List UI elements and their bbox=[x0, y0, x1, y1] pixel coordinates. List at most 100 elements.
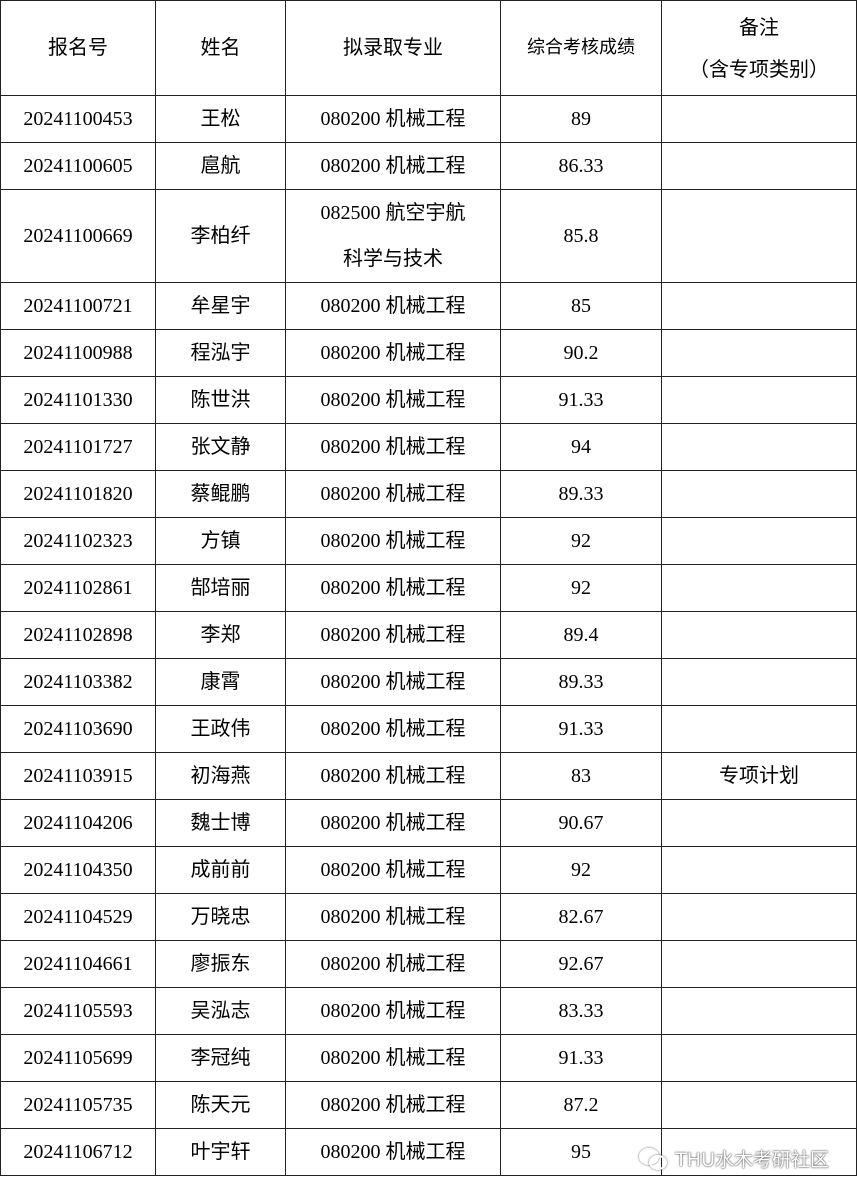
table-row: 20241105699 李冠纯 080200 机械工程 91.33 bbox=[0, 1034, 857, 1082]
cell-id: 20241103690 bbox=[0, 705, 156, 753]
table-row: 20241100453 王松 080200 机械工程 89 bbox=[0, 95, 857, 143]
cell-major: 080200 机械工程 bbox=[285, 893, 501, 941]
cell-id: 20241105593 bbox=[0, 987, 156, 1035]
cell-major: 082500 航空宇航 科学与技术 bbox=[285, 189, 501, 283]
cell-id: 20241106712 bbox=[0, 1128, 156, 1176]
cell-score: 95 bbox=[500, 1128, 662, 1176]
cell-score: 94 bbox=[500, 423, 662, 471]
cell-note: 专项计划 bbox=[661, 752, 857, 800]
cell-name: 吴泓志 bbox=[155, 987, 286, 1035]
cell-id: 20241101330 bbox=[0, 376, 156, 424]
cell-note bbox=[661, 423, 857, 471]
cell-name: 成前前 bbox=[155, 846, 286, 894]
table-row: 20241101820 蔡鲲鹏 080200 机械工程 89.33 bbox=[0, 470, 857, 518]
cell-id: 20241105699 bbox=[0, 1034, 156, 1082]
cell-major: 080200 机械工程 bbox=[285, 470, 501, 518]
table-row: 20241100605 扈航 080200 机械工程 86.33 bbox=[0, 142, 857, 190]
cell-score: 83.33 bbox=[500, 987, 662, 1035]
table-row: 20241105735 陈天元 080200 机械工程 87.2 bbox=[0, 1081, 857, 1129]
cell-name: 王政伟 bbox=[155, 705, 286, 753]
table-row: 20241104206 魏士博 080200 机械工程 90.67 bbox=[0, 799, 857, 847]
cell-name: 万晓忠 bbox=[155, 893, 286, 941]
cell-name: 郜培丽 bbox=[155, 564, 286, 612]
cell-score: 91.33 bbox=[500, 1034, 662, 1082]
table-row: 20241103382 康霄 080200 机械工程 89.33 bbox=[0, 658, 857, 706]
table-row: 20241106712 叶宇轩 080200 机械工程 95 bbox=[0, 1128, 857, 1176]
cell-note bbox=[661, 658, 857, 706]
cell-major: 080200 机械工程 bbox=[285, 611, 501, 659]
cell-name: 牟星宇 bbox=[155, 282, 286, 330]
cell-major: 080200 机械工程 bbox=[285, 752, 501, 800]
cell-note bbox=[661, 987, 857, 1035]
cell-score: 89.33 bbox=[500, 470, 662, 518]
cell-id: 20241102898 bbox=[0, 611, 156, 659]
table-row: 20241105593 吴泓志 080200 机械工程 83.33 bbox=[0, 987, 857, 1035]
cell-name: 叶宇轩 bbox=[155, 1128, 286, 1176]
cell-name: 张文静 bbox=[155, 423, 286, 471]
cell-name: 程泓宇 bbox=[155, 329, 286, 377]
cell-major: 080200 机械工程 bbox=[285, 1034, 501, 1082]
watermark-text: THU水木考研社区 bbox=[675, 1149, 829, 1171]
cell-score: 91.33 bbox=[500, 705, 662, 753]
cell-major: 080200 机械工程 bbox=[285, 564, 501, 612]
header-id: 报名号 bbox=[0, 0, 156, 96]
cell-score: 89.33 bbox=[500, 658, 662, 706]
table-row: 20241101330 陈世洪 080200 机械工程 91.33 bbox=[0, 376, 857, 424]
cell-major: 080200 机械工程 bbox=[285, 329, 501, 377]
cell-note bbox=[661, 799, 857, 847]
cell-major: 080200 机械工程 bbox=[285, 846, 501, 894]
cell-id: 20241104206 bbox=[0, 799, 156, 847]
cell-name: 初海燕 bbox=[155, 752, 286, 800]
cell-id: 20241102861 bbox=[0, 564, 156, 612]
cell-note bbox=[661, 517, 857, 565]
cell-note bbox=[661, 846, 857, 894]
cell-note bbox=[661, 95, 857, 143]
cell-score: 85 bbox=[500, 282, 662, 330]
cell-note bbox=[661, 189, 857, 283]
cell-name: 方镇 bbox=[155, 517, 286, 565]
cell-id: 20241105735 bbox=[0, 1081, 156, 1129]
cell-score: 90.67 bbox=[500, 799, 662, 847]
cell-major: 080200 机械工程 bbox=[285, 95, 501, 143]
cell-name: 李柏纤 bbox=[155, 189, 286, 283]
cell-note bbox=[661, 705, 857, 753]
cell-name: 蔡鲲鹏 bbox=[155, 470, 286, 518]
cell-score: 89.4 bbox=[500, 611, 662, 659]
table-row: 20241104661 廖振东 080200 机械工程 92.67 bbox=[0, 940, 857, 988]
cell-score: 90.2 bbox=[500, 329, 662, 377]
cell-major: 080200 机械工程 bbox=[285, 1128, 501, 1176]
cell-id: 20241100669 bbox=[0, 189, 156, 283]
cell-id: 20241104350 bbox=[0, 846, 156, 894]
table-row: 20241102861 郜培丽 080200 机械工程 92 bbox=[0, 564, 857, 612]
cell-id: 20241101820 bbox=[0, 470, 156, 518]
cell-id: 20241100988 bbox=[0, 329, 156, 377]
cell-score: 91.33 bbox=[500, 376, 662, 424]
header-note: 备注 （含专项类别） bbox=[661, 0, 857, 96]
table-row: 20241103690 王政伟 080200 机械工程 91.33 bbox=[0, 705, 857, 753]
cell-id: 20241100605 bbox=[0, 142, 156, 190]
cell-note bbox=[661, 893, 857, 941]
cell-score: 87.2 bbox=[500, 1081, 662, 1129]
cell-id: 20241100721 bbox=[0, 282, 156, 330]
cell-score: 92 bbox=[500, 846, 662, 894]
cell-major: 080200 机械工程 bbox=[285, 658, 501, 706]
cell-score: 83 bbox=[500, 752, 662, 800]
cell-id: 20241103915 bbox=[0, 752, 156, 800]
table-row: 20241104529 万晓忠 080200 机械工程 82.67 bbox=[0, 893, 857, 941]
cell-major: 080200 机械工程 bbox=[285, 940, 501, 988]
cell-score: 89 bbox=[500, 95, 662, 143]
wechat-icon bbox=[639, 1147, 669, 1170]
table-row: 20241104350 成前前 080200 机械工程 92 bbox=[0, 846, 857, 894]
cell-major: 080200 机械工程 bbox=[285, 705, 501, 753]
cell-note bbox=[661, 940, 857, 988]
cell-name: 廖振东 bbox=[155, 940, 286, 988]
cell-major: 080200 机械工程 bbox=[285, 1081, 501, 1129]
cell-name: 扈航 bbox=[155, 142, 286, 190]
cell-note bbox=[661, 376, 857, 424]
table-row: 20241102898 李郑 080200 机械工程 89.4 bbox=[0, 611, 857, 659]
cell-id: 20241100453 bbox=[0, 95, 156, 143]
header-score: 综合考核成绩 bbox=[500, 0, 662, 96]
cell-score: 92.67 bbox=[500, 940, 662, 988]
table-row: 20241101727 张文静 080200 机械工程 94 bbox=[0, 423, 857, 471]
